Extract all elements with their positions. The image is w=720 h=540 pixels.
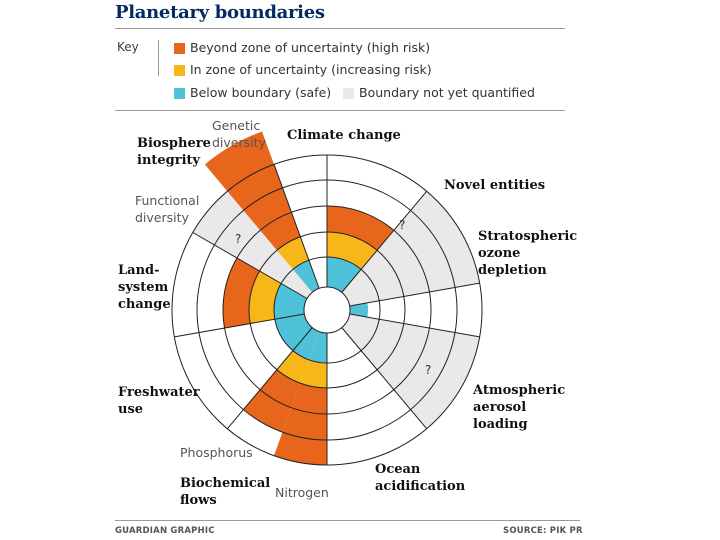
unknown-mark-functional-diversity: ?: [235, 232, 241, 246]
spoke-140: [341, 327, 428, 430]
sector-biochemical-flows-nitrogen-safe: [308, 331, 327, 363]
footer-source: SOURCE: PIK PR: [503, 526, 583, 536]
footer-credit: GUARDIAN GRAPHIC: [115, 526, 215, 536]
label-biochemical-line2: flows: [180, 493, 217, 508]
sector-land-system-change-safe: [274, 283, 308, 320]
label-biosphere-line2: integrity: [137, 153, 201, 168]
label-novel-entities: Novel entities: [444, 178, 545, 193]
label-land-line2: system: [118, 280, 168, 295]
legend-rule: [115, 110, 565, 111]
sector-biochemical-flows-nitrogen-uncertain: [300, 359, 327, 388]
legend-item-increasing-risk: In zone of uncertainty (increasing risk): [190, 62, 432, 77]
label-functional-line1: Functional: [135, 193, 199, 208]
label-ozone-line1: Stratospheric: [478, 229, 577, 244]
label-biosphere-line1: Biosphere: [137, 136, 211, 151]
title-rule: [115, 28, 565, 29]
sector-biosphere-integrity-genetic-safe: [292, 260, 320, 293]
label-nitrogen: Nitrogen: [275, 485, 329, 500]
spoke-layer: [174, 155, 480, 465]
label-aerosol-line2: aerosol: [473, 400, 526, 415]
sector-climate-change-high: [327, 206, 394, 251]
label-aerosol-line3: loading: [473, 417, 528, 432]
label-phosphorus: Phosphorus: [180, 445, 253, 460]
sector-freshwater-use-safe: [274, 313, 313, 351]
legend-item-safe: Below boundary (safe): [190, 85, 332, 100]
legend-key-label: Key: [117, 40, 139, 54]
spoke-340: [273, 164, 320, 289]
legend-divider: [158, 40, 159, 76]
label-ocean-line1: Ocean: [375, 462, 421, 477]
unknown-mark-novel-entities: ?: [399, 218, 405, 232]
sector-biochemical-flows-phosphorus-safe: [292, 327, 320, 360]
legend-swatch-unquantified: [343, 88, 354, 99]
label-ozone-line3: depletion: [478, 263, 547, 278]
label-aerosol-line1: Atmospheric: [472, 383, 565, 398]
sector-land-system-change-high: [222, 258, 260, 329]
unknown-mark-aerosol: ?: [425, 363, 431, 377]
label-climate-change: Climate change: [287, 128, 401, 143]
sector-stratospheric-ozone-depletion-safe: [349, 302, 369, 318]
sector-biochemical-flows-phosphorus-high: [243, 369, 301, 433]
legend-item-high-risk: Beyond zone of uncertainty (high risk): [190, 40, 431, 55]
spoke-260: [174, 313, 305, 338]
label-genetic-line2: diversity: [212, 135, 267, 150]
ring-1: [303, 286, 351, 334]
label-land-line1: Land-: [118, 263, 160, 278]
sector-climate-change-uncertain: [327, 232, 378, 270]
legend-swatch-safe: [174, 88, 185, 99]
sector-land-system-change-uncertain: [248, 271, 282, 324]
label-genetic-line1: Genetic: [212, 118, 260, 133]
label-freshwater-line1: Freshwater: [118, 385, 200, 400]
spoke-300: [192, 232, 308, 299]
label-ocean-line2: acidification: [375, 479, 466, 494]
sector-biosphere-integrity-genetic-high: [204, 131, 301, 251]
sector-climate-change-safe: [327, 257, 362, 293]
sector-biochemical-flows-nitrogen-high: [273, 383, 327, 465]
legend-swatch-increasing-risk: [174, 65, 185, 76]
footer-rule: [115, 520, 580, 521]
spoke-100: [349, 313, 480, 338]
spoke-80: [349, 282, 480, 307]
spoke-220: [226, 327, 313, 430]
spoke-40: [341, 190, 428, 293]
label-land-line3: change: [118, 297, 171, 312]
sector-biosphere-integrity-functional-unquantified: [192, 191, 313, 299]
legend-item-unquantified: Boundary not yet quantified: [359, 85, 535, 100]
legend-swatch-high-risk: [174, 43, 185, 54]
label-biochemical-line1: Biochemical: [180, 476, 270, 491]
label-freshwater-line2: use: [118, 402, 143, 417]
chart-title: Planetary boundaries: [115, 2, 325, 23]
sector-layer: [192, 131, 480, 465]
label-ozone-line2: ozone: [478, 246, 520, 261]
label-functional-line2: diversity: [135, 210, 190, 225]
